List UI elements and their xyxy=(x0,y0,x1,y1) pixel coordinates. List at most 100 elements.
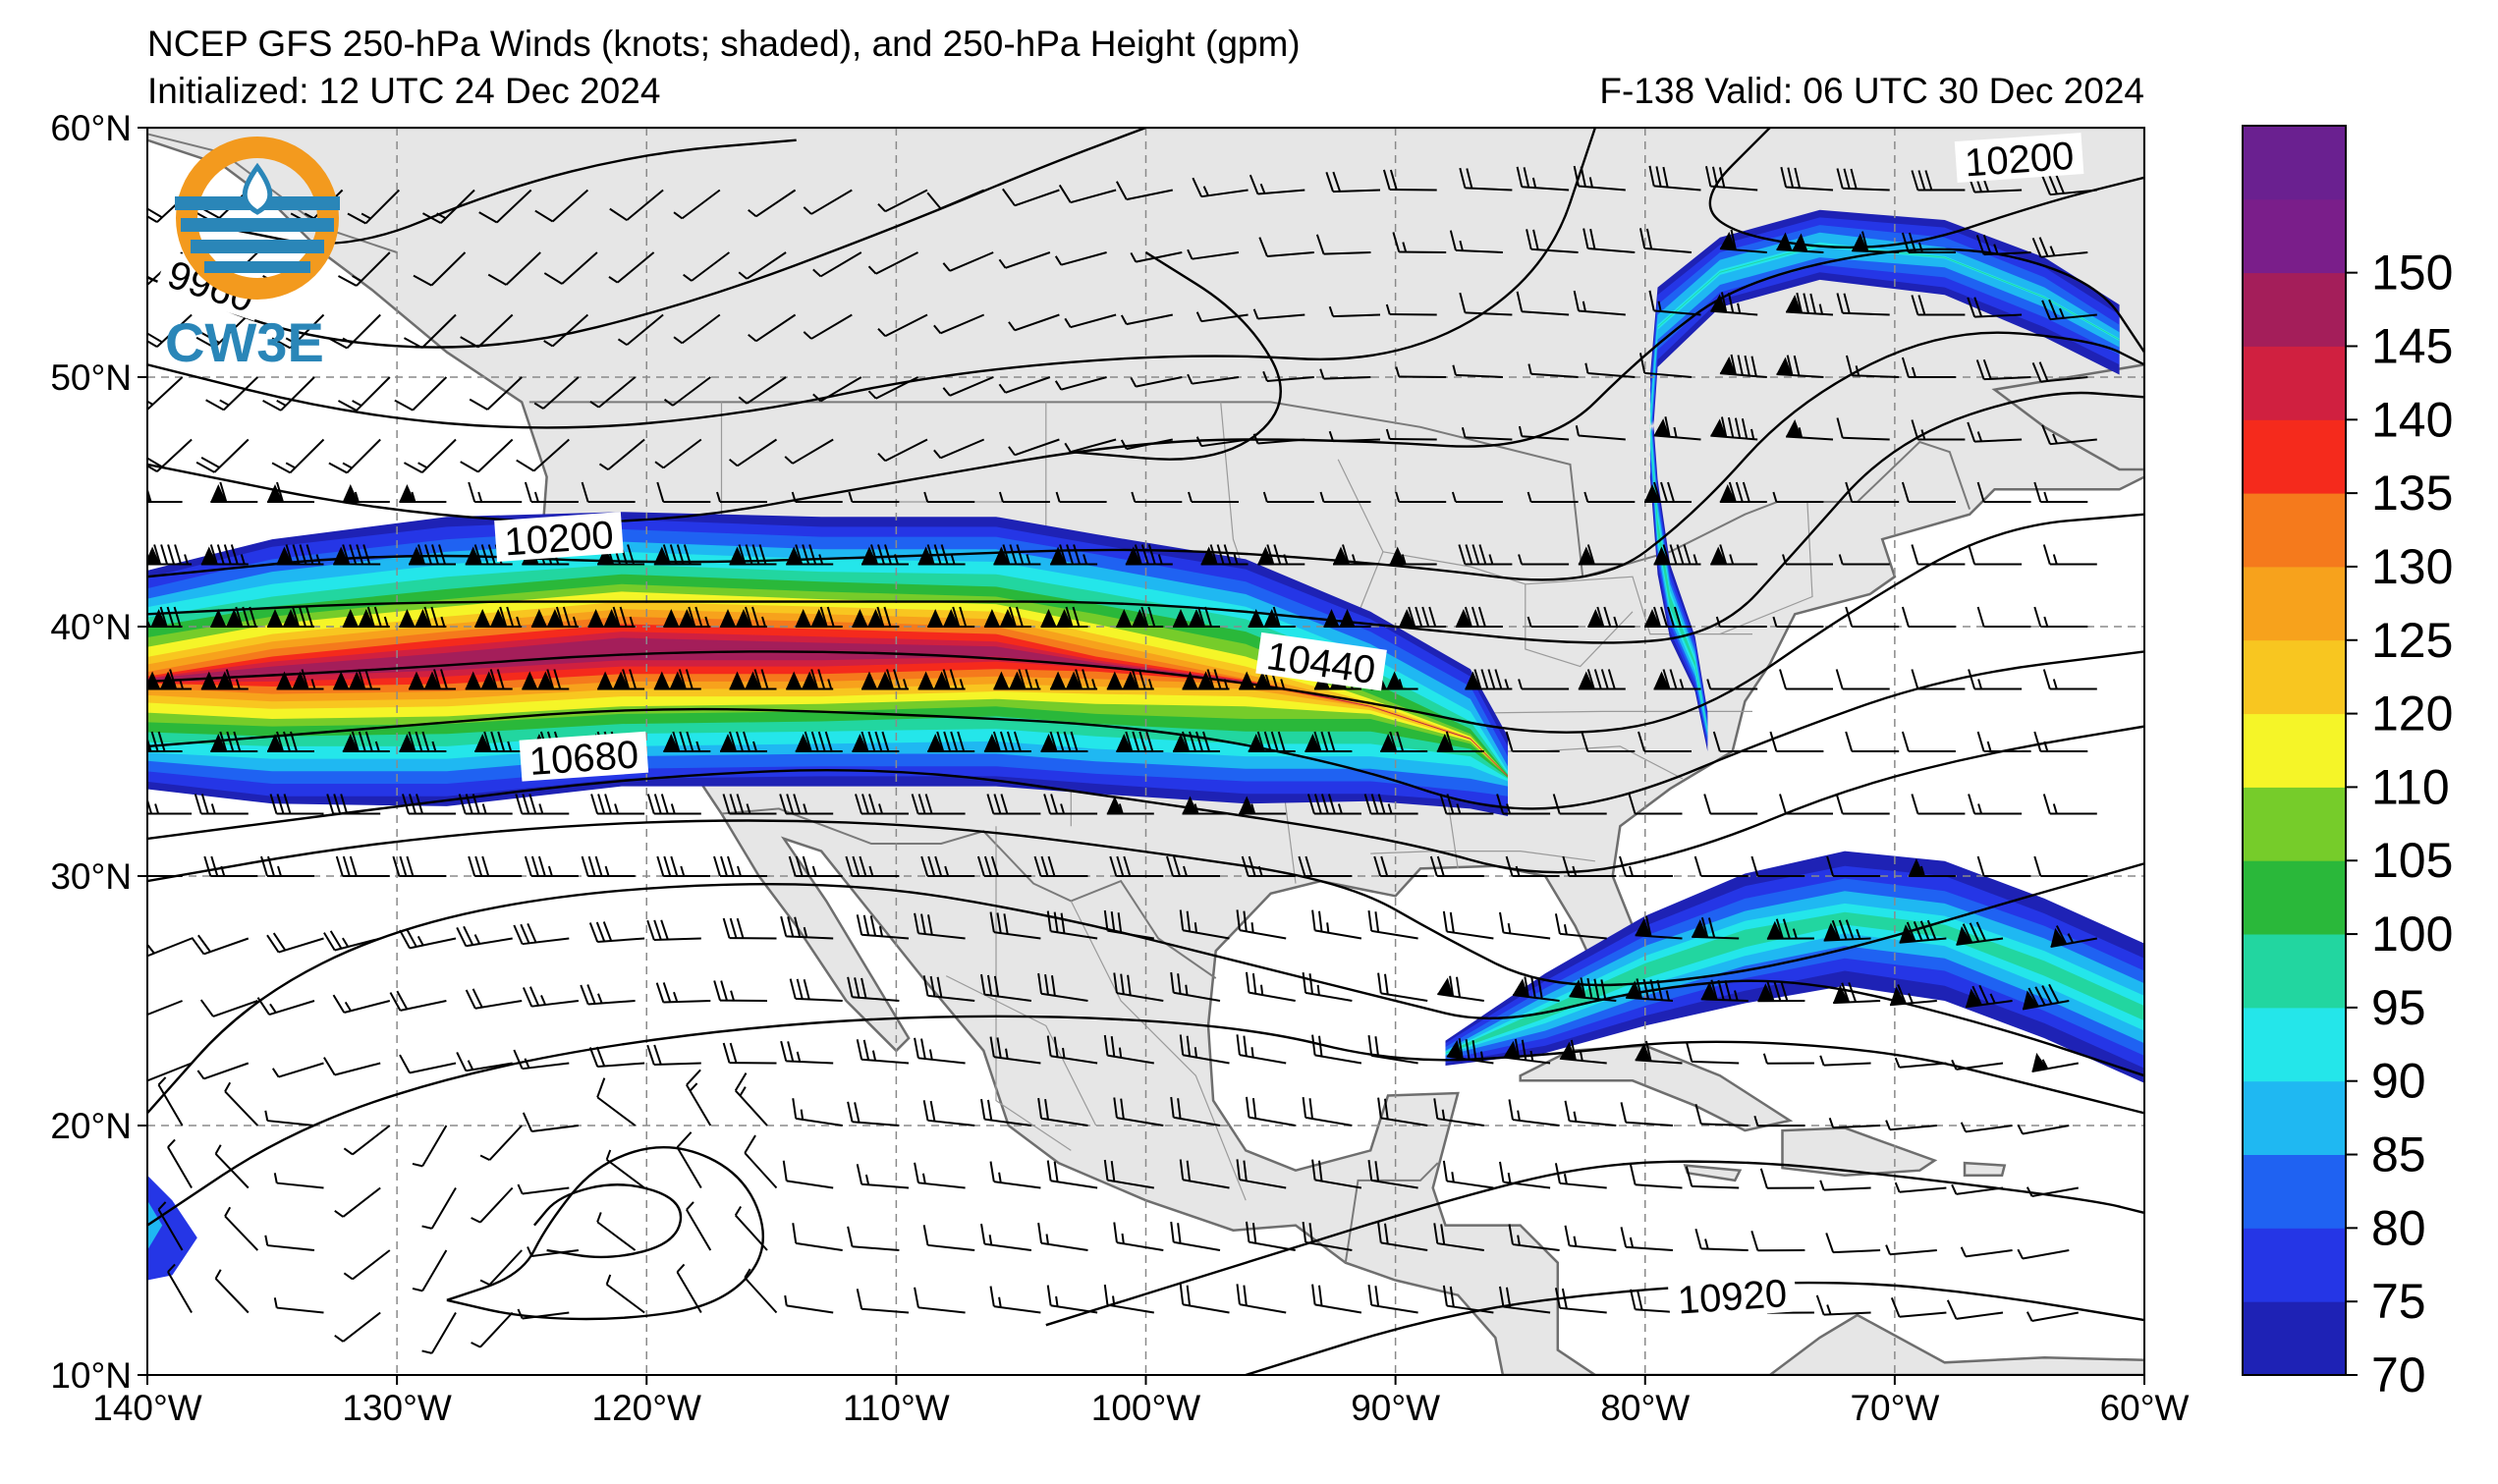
wind-barb xyxy=(852,731,900,752)
wind-barb xyxy=(1302,1096,1353,1127)
wind-barb xyxy=(2042,669,2097,690)
cw3e-logo: CW3E xyxy=(165,137,340,373)
wind-barb xyxy=(1581,731,1636,752)
wind-barb xyxy=(744,1268,778,1314)
wind-barb xyxy=(855,794,909,815)
wind-barb xyxy=(1575,425,1626,441)
wind-barb xyxy=(1458,544,1513,566)
height-contours xyxy=(147,128,2144,1375)
wind-barb xyxy=(596,1077,637,1127)
wind-barb xyxy=(1562,855,1617,877)
wind-barb xyxy=(1377,1097,1428,1127)
colorbar-swatch xyxy=(2243,934,2346,1009)
wind-barb xyxy=(1382,169,1437,192)
wind-barb xyxy=(1367,1159,1418,1189)
colorbar-swatch xyxy=(2243,1080,2346,1155)
wind-barb xyxy=(1311,1284,1362,1314)
wind-barb xyxy=(1436,731,1484,752)
wind-barb xyxy=(1559,1039,1607,1065)
wind-barb xyxy=(587,606,636,628)
wind-barb xyxy=(1653,544,1701,566)
wind-barb xyxy=(1315,234,1371,255)
wind-barb xyxy=(1719,481,1767,503)
wind-barb xyxy=(1512,976,1560,1002)
wind-barb xyxy=(1587,606,1636,628)
wind-barb xyxy=(1901,357,1956,378)
wind-barb xyxy=(1046,1285,1098,1314)
wind-barb xyxy=(1772,616,1824,628)
wind-barb xyxy=(147,606,183,628)
wind-barb xyxy=(1911,544,1966,566)
wind-barb xyxy=(877,313,928,338)
wind-barb xyxy=(1173,731,1220,752)
wind-barb xyxy=(1195,311,1249,323)
wind-barb xyxy=(1333,544,1380,566)
wind-barb xyxy=(2031,361,2088,383)
wind-barb xyxy=(1554,913,1607,940)
wind-barb xyxy=(1705,166,1758,192)
lon-tick-label: 120°W xyxy=(592,1388,702,1428)
wind-barb xyxy=(1885,1120,1937,1131)
wind-barb xyxy=(273,1173,324,1189)
wind-barb xyxy=(1815,1294,1871,1316)
wind-barb xyxy=(343,1125,391,1156)
wind-barb xyxy=(1653,416,1701,441)
wind-barb xyxy=(1573,165,1626,192)
wind-barb xyxy=(167,1138,193,1189)
wind-barb xyxy=(1638,353,1693,378)
height-contour-12 xyxy=(1045,1160,2144,1327)
wind-barb xyxy=(224,1081,259,1127)
wind-barb xyxy=(266,932,324,954)
wind-barb xyxy=(1518,679,1570,690)
wind-barb xyxy=(1106,669,1154,690)
wind-barb xyxy=(1779,794,1833,815)
height-contour-5 xyxy=(147,391,2144,644)
wind-barb xyxy=(1719,354,1767,378)
wind-barb xyxy=(2017,1124,2070,1135)
wind-barb xyxy=(588,921,645,944)
wind-barb xyxy=(784,438,834,465)
wind-barb xyxy=(465,669,513,690)
wind-barb xyxy=(1846,355,1900,378)
wind-barb xyxy=(1319,491,1371,503)
wind-barb xyxy=(1195,436,1249,448)
wind-barb xyxy=(147,937,193,958)
wind-barb xyxy=(403,438,457,474)
wind-barb xyxy=(917,669,966,690)
wind-barb xyxy=(588,1046,645,1069)
contour-label-text: 10920 xyxy=(1676,1272,1788,1323)
wind-barb xyxy=(1248,606,1296,628)
wind-barb xyxy=(1976,855,2031,877)
wind-barb xyxy=(1050,544,1098,566)
wind-barb xyxy=(654,438,702,469)
wind-barb xyxy=(1911,295,1966,316)
colorbar-swatch xyxy=(2243,198,2346,274)
wind-barb xyxy=(1040,731,1088,752)
wind-barb xyxy=(147,797,193,815)
wind-barb xyxy=(927,606,975,628)
contour-label-1: 10200 xyxy=(494,512,624,564)
wind-barb xyxy=(1552,794,1607,815)
wind-barb xyxy=(1170,971,1221,1002)
wind-barb xyxy=(264,1110,315,1127)
wind-barb xyxy=(861,669,909,690)
wind-barb xyxy=(933,313,985,335)
landmass-4 xyxy=(1963,1161,2007,1178)
wind-barb xyxy=(1236,1159,1287,1189)
wind-barb xyxy=(409,669,456,690)
wind-barb xyxy=(1578,544,1626,566)
colorbar-label: 100 xyxy=(2371,907,2453,962)
wind-barb xyxy=(917,544,966,566)
colorbar-swatch xyxy=(2243,1301,2346,1376)
wind-barb xyxy=(655,982,711,1004)
wind-barb xyxy=(214,1144,250,1189)
wind-barb xyxy=(1960,1246,2013,1258)
wind-barb xyxy=(1120,313,1174,326)
wind-barb xyxy=(1644,606,1692,628)
wind-barb xyxy=(1776,355,1824,378)
wind-barb xyxy=(686,1201,712,1251)
wind-barb xyxy=(1499,1161,1551,1189)
state-line-15 xyxy=(1070,901,1247,1201)
wind-barb xyxy=(780,915,834,940)
